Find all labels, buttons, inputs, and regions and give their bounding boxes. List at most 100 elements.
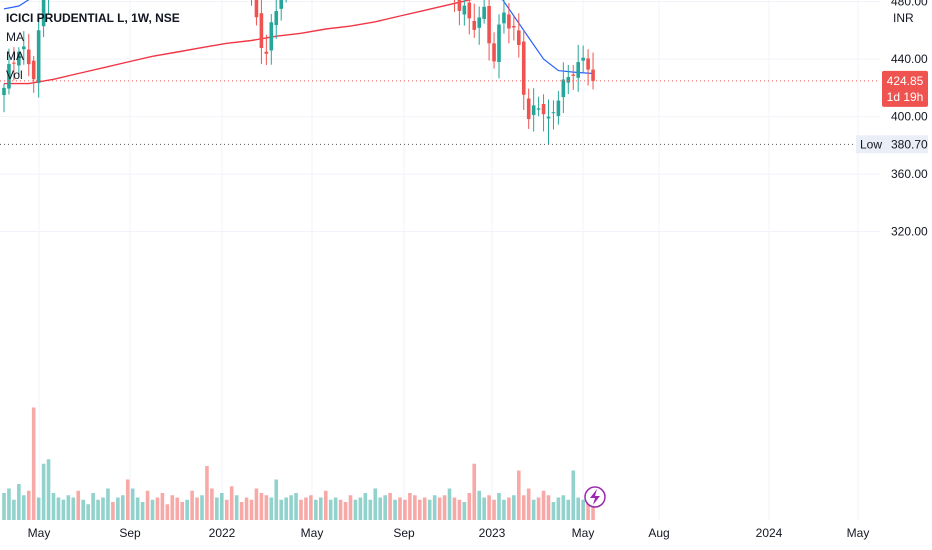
volume-bar xyxy=(388,493,392,520)
time-tick-label: May xyxy=(572,526,595,540)
volume-bar xyxy=(467,493,472,520)
candle-body xyxy=(467,2,472,19)
volume-bar xyxy=(581,499,585,520)
volume-bar xyxy=(26,490,31,520)
candle-body xyxy=(581,57,585,61)
volume-bar xyxy=(111,502,115,520)
candle-body xyxy=(551,112,556,114)
volume-bar xyxy=(215,497,219,520)
volume-bar xyxy=(56,497,61,520)
volume-bar xyxy=(502,499,506,520)
volume-bar xyxy=(472,463,477,520)
volume-bar xyxy=(497,493,501,520)
volume-bars xyxy=(2,407,595,520)
volume-bar xyxy=(150,499,155,520)
symbol-name: ICICI PRUDENTIAL L xyxy=(6,11,125,25)
candle-body xyxy=(497,24,501,62)
ma-slow-line xyxy=(4,0,473,85)
low-label-box xyxy=(856,135,886,154)
volume-bar xyxy=(571,470,576,520)
volume-bar xyxy=(195,497,199,520)
candle-body xyxy=(26,49,31,65)
candle-body xyxy=(512,25,516,28)
volume-bar xyxy=(96,499,100,520)
volume-bar xyxy=(373,488,378,520)
volume-bar xyxy=(244,497,249,520)
volume-bar xyxy=(234,495,239,520)
volume-bar xyxy=(323,490,328,520)
candle-body xyxy=(586,58,590,70)
volume-bar xyxy=(61,499,66,520)
candlesticks xyxy=(2,0,595,145)
volume-bar xyxy=(135,497,140,520)
volume-bar xyxy=(368,499,373,520)
volume-bar xyxy=(2,493,6,520)
last-price-badge xyxy=(882,70,928,107)
volume-bar xyxy=(418,499,422,520)
volume-bar xyxy=(546,495,551,520)
volume-bar xyxy=(17,484,21,520)
time-tick-label: Aug xyxy=(648,526,669,540)
candle-body xyxy=(259,13,264,49)
volume-bar xyxy=(279,499,283,520)
candle-body xyxy=(254,0,259,18)
volume-bar xyxy=(76,490,81,520)
volume-bar xyxy=(393,499,397,520)
volume-bar xyxy=(71,497,76,520)
moving-average-slow xyxy=(4,0,473,85)
interval-label: 1W xyxy=(131,11,149,25)
volume-bar xyxy=(477,490,481,520)
lightning-icon[interactable] xyxy=(584,486,606,508)
volume-bar xyxy=(576,497,580,520)
volume-bar xyxy=(319,497,323,520)
indicator-volume[interactable]: Vol xyxy=(6,68,23,82)
candle-body xyxy=(502,12,506,24)
volume-bar xyxy=(378,497,382,520)
candle-body xyxy=(571,74,576,76)
volume-bar xyxy=(333,497,338,520)
candle-body xyxy=(274,11,279,26)
symbol-title[interactable]: ICICI PRUDENTIAL L, 1W, NSE xyxy=(6,11,180,25)
volume-bar xyxy=(289,495,293,520)
price-tick-label: 360.00 xyxy=(891,167,928,181)
volume-bar xyxy=(190,490,194,520)
volume-bar xyxy=(180,502,184,520)
candle-body xyxy=(576,62,580,78)
volume-bar xyxy=(66,495,71,520)
volume-bar xyxy=(86,504,90,520)
volume-bar xyxy=(294,493,298,520)
indicator-ma-slow[interactable]: MA xyxy=(6,49,24,63)
volume-bar xyxy=(408,493,412,520)
volume-bar xyxy=(556,497,561,520)
volume-bar xyxy=(205,466,209,520)
low-value-box xyxy=(886,135,928,154)
volume-bar xyxy=(452,497,457,520)
volume-bar xyxy=(41,463,46,520)
candle-body xyxy=(566,77,571,83)
chart-grid xyxy=(0,0,880,520)
volume-bar xyxy=(561,495,566,520)
candle-body xyxy=(472,20,477,30)
candle-body xyxy=(541,104,546,115)
price-tick-label: 440.00 xyxy=(891,52,928,66)
lightning-icon-bolt xyxy=(590,489,600,505)
volume-bar xyxy=(383,495,387,520)
price-levels xyxy=(0,80,880,145)
time-tick-label: Sep xyxy=(393,526,415,540)
volume-bar xyxy=(487,495,491,520)
candle-body xyxy=(31,60,36,80)
time-tick-label: Sep xyxy=(119,526,141,540)
price-axis[interactable]: INR600.00560.00520.00480.00440.00400.003… xyxy=(891,0,928,239)
volume-bar xyxy=(343,502,348,520)
volume-bar xyxy=(36,497,41,520)
candle-body xyxy=(517,30,521,46)
time-axis[interactable]: May Sep 2022 May Sep 2023 May Aug 2024 May xyxy=(28,526,870,540)
candle-body xyxy=(36,30,41,84)
volume-bar xyxy=(155,497,160,520)
indicator-ma-fast[interactable]: MA xyxy=(6,30,24,44)
volume-bar xyxy=(427,499,432,520)
candle-body xyxy=(526,98,531,120)
candle-body xyxy=(269,22,274,51)
